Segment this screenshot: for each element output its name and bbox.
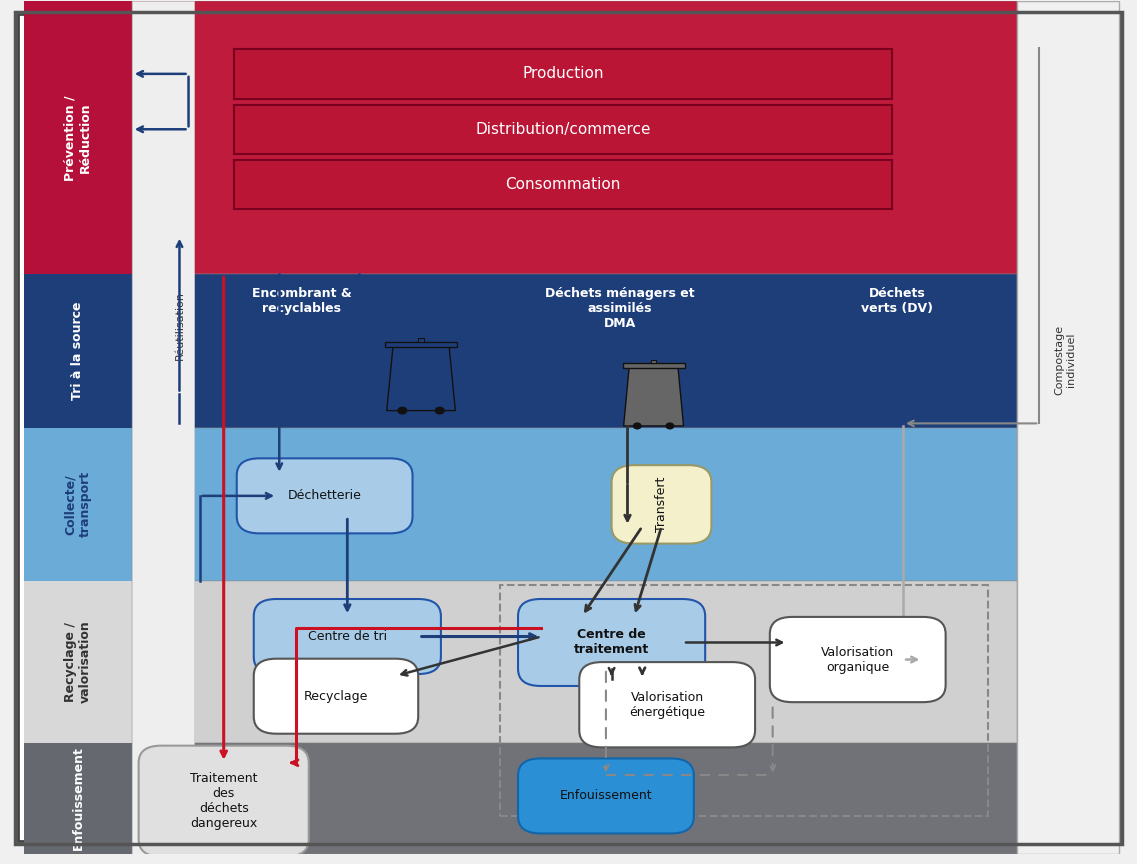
Bar	[1016, 2, 1119, 854]
Text: Distribution/commerce: Distribution/commerce	[475, 122, 650, 137]
Bar	[24, 428, 132, 581]
Bar	[24, 274, 132, 428]
Bar	[234, 160, 891, 209]
Bar	[385, 341, 457, 346]
Text: Transfert: Transfert	[655, 477, 669, 532]
Text: Consommation: Consommation	[505, 177, 621, 192]
Bar	[234, 105, 891, 154]
Text: Centre de
traitement: Centre de traitement	[574, 628, 649, 657]
Bar	[132, 2, 1016, 274]
Text: Déchets
verts (DV): Déchets verts (DV)	[862, 287, 933, 315]
Text: Réutilisation: Réutilisation	[174, 291, 184, 359]
Bar	[24, 581, 132, 743]
Text: Valorisation
énergétique: Valorisation énergétique	[629, 690, 705, 719]
Circle shape	[666, 423, 674, 429]
Bar	[24, 743, 132, 854]
Text: Prévention /
Réduction: Prévention / Réduction	[64, 95, 92, 181]
Polygon shape	[387, 346, 455, 410]
FancyBboxPatch shape	[139, 746, 309, 856]
Text: Tri à la source: Tri à la source	[72, 302, 84, 400]
Text: Production: Production	[522, 67, 604, 81]
Text: Recyclage: Recyclage	[304, 689, 368, 702]
Bar	[132, 428, 1016, 581]
FancyBboxPatch shape	[518, 599, 705, 686]
FancyBboxPatch shape	[579, 662, 755, 747]
Bar	[132, 581, 1016, 743]
Text: Valorisation
organique: Valorisation organique	[821, 645, 895, 674]
Bar	[132, 274, 1016, 428]
FancyBboxPatch shape	[612, 465, 712, 543]
Bar	[500, 586, 988, 816]
Text: Encombrant &
recyclables: Encombrant & recyclables	[252, 287, 351, 315]
Circle shape	[435, 407, 445, 414]
Text: Déchets ménagers et
assimilés
DMA: Déchets ménagers et assimilés DMA	[545, 287, 695, 330]
Text: Traitement
des
déchets
dangereux: Traitement des déchets dangereux	[190, 772, 257, 830]
Text: Collecte/
transport: Collecte/ transport	[64, 472, 92, 537]
Bar	[132, 743, 1016, 854]
FancyBboxPatch shape	[770, 617, 946, 702]
FancyBboxPatch shape	[254, 658, 418, 734]
Circle shape	[633, 423, 641, 429]
FancyBboxPatch shape	[254, 599, 441, 674]
FancyBboxPatch shape	[236, 458, 413, 533]
Text: Enfouissement: Enfouissement	[72, 746, 84, 850]
Text: Recyclage /
valorisation: Recyclage / valorisation	[64, 620, 92, 703]
Polygon shape	[623, 368, 683, 426]
FancyBboxPatch shape	[518, 759, 694, 834]
Bar	[623, 364, 684, 368]
Bar	[418, 338, 424, 341]
Circle shape	[398, 407, 407, 414]
Bar	[650, 360, 656, 364]
Bar	[24, 2, 132, 274]
Text: Enfouissement: Enfouissement	[559, 790, 653, 803]
Text: Déchetterie: Déchetterie	[288, 489, 362, 502]
Text: Compostage
individuel: Compostage individuel	[1054, 324, 1076, 395]
Bar	[234, 49, 891, 98]
Text: Centre de tri: Centre de tri	[308, 630, 387, 643]
Bar	[132, 2, 194, 854]
